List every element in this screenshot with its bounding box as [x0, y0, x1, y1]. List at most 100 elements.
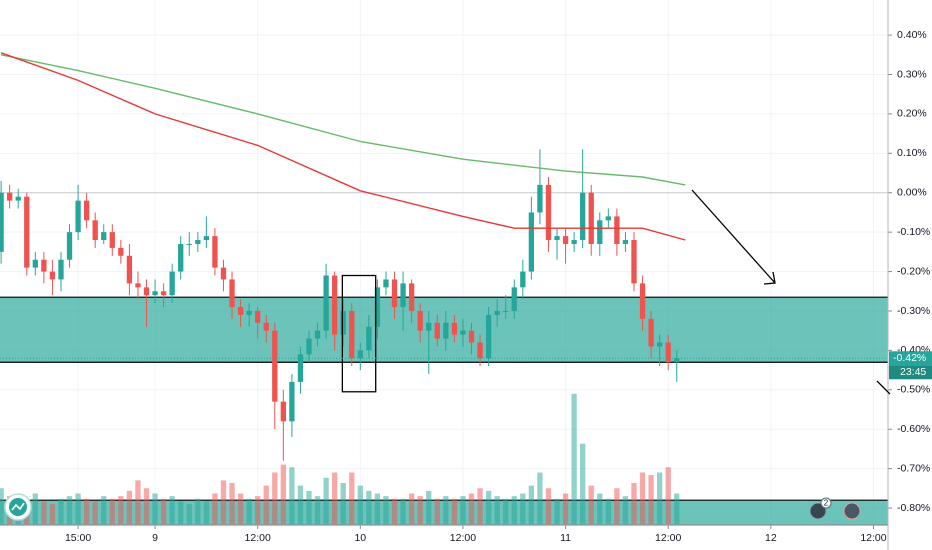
volume-bar [494, 496, 500, 525]
candle-body [143, 287, 150, 296]
candle-body [426, 322, 432, 331]
candle-body [203, 236, 210, 241]
volume-bar [434, 498, 440, 525]
candle-body [408, 283, 415, 311]
candle-body [349, 310, 355, 359]
candle-body [195, 240, 201, 244]
volume-bar [280, 464, 286, 525]
candle-body [674, 358, 680, 363]
y-tick-label: -0.30% [897, 305, 930, 317]
volume-bar [32, 493, 38, 525]
volume-bar [272, 472, 278, 525]
badge-count: 2 [824, 499, 829, 508]
candle-body [280, 401, 286, 422]
volume-bar [468, 493, 475, 525]
y-tick-label: 0.30% [897, 68, 927, 80]
volume-bar [212, 493, 218, 525]
candle-body [665, 342, 671, 363]
volume-bar [66, 496, 73, 525]
volume-bar [622, 496, 629, 525]
candle-body [656, 342, 663, 347]
last-price-box [889, 351, 932, 366]
volume-bar [195, 498, 201, 525]
candle-body [485, 314, 492, 359]
volume-bar [631, 483, 637, 525]
icon-alert[interactable] [809, 502, 827, 520]
candle-body [92, 220, 98, 241]
volume-bar [186, 504, 192, 525]
volume [0, 393, 680, 525]
volume-bar [391, 498, 398, 525]
volume-bar [605, 498, 611, 525]
candle-body [545, 184, 552, 241]
candle-body [15, 196, 21, 201]
candle-body [460, 330, 466, 335]
volume-bar [0, 488, 4, 525]
candle-body [468, 330, 475, 343]
volume-bar [554, 498, 560, 525]
volume-bar [460, 496, 466, 525]
status-icons[interactable]: 2 [809, 497, 861, 520]
volume-bar [588, 485, 594, 525]
volume-bar [323, 477, 329, 525]
volume-bar [477, 488, 483, 525]
candle-body [306, 338, 312, 355]
logo [4, 493, 32, 521]
candle-body [614, 216, 620, 244]
arrow-drawing [691, 189, 891, 395]
volume-bar [340, 483, 346, 525]
candle-body [323, 275, 329, 331]
y-tick-label: -0.60% [897, 423, 930, 435]
volume-bar [263, 485, 269, 525]
candle-body [7, 192, 13, 201]
volume-bar [143, 488, 150, 525]
volume-bar [562, 493, 569, 525]
candle-body [220, 267, 227, 280]
candle-body [340, 310, 346, 335]
icon-events[interactable] [843, 502, 861, 520]
countdown-box [889, 365, 932, 380]
volume-bar [203, 501, 210, 525]
candle-body [639, 283, 646, 319]
candle-body [75, 200, 81, 233]
volume-bar [614, 488, 620, 525]
volume-bar [665, 467, 671, 525]
volume-bar [357, 485, 363, 525]
volume-bar [118, 496, 124, 525]
arrow-head [763, 271, 776, 285]
volume-bar [648, 475, 654, 525]
moving-average [0, 52, 686, 241]
volume-bar [528, 485, 535, 525]
volume-bar [255, 496, 261, 525]
volume-bar [451, 498, 458, 525]
candle-body [631, 240, 637, 284]
candle-body [160, 291, 167, 296]
volume-bar [426, 490, 432, 525]
arrow-line [876, 380, 891, 395]
candle-body [357, 350, 363, 359]
y-tick-label: 0.10% [897, 147, 927, 159]
volume-bar [580, 443, 586, 525]
candle-body [605, 216, 611, 221]
candle-body [434, 322, 440, 339]
candle-body [597, 220, 603, 244]
x-tick-label: 12:00 [450, 532, 476, 544]
candle-body [537, 184, 543, 213]
volume-bar [349, 472, 355, 525]
y-tick-label: -0.80% [897, 502, 930, 514]
x-tick-label: 15:00 [65, 532, 91, 544]
volume-bar [49, 504, 56, 525]
candle-body [32, 259, 38, 268]
volume-bar [374, 493, 381, 525]
candle-body [451, 322, 458, 335]
candle-body [494, 310, 500, 315]
candle-body [101, 232, 107, 241]
candle-body [58, 259, 64, 280]
candle-body [289, 381, 295, 422]
volume-bar [571, 393, 577, 525]
volume-bar [314, 496, 321, 525]
volume-bar [152, 493, 158, 525]
